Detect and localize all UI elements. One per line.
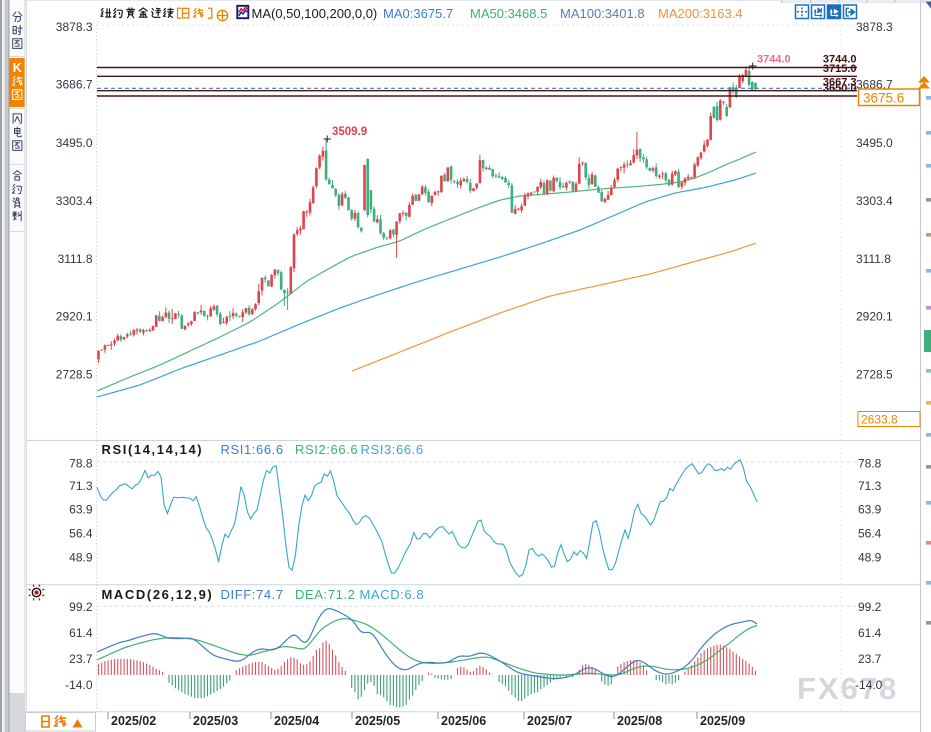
svg-text:MA(0,50,100,200,0,0): MA(0,50,100,200,0,0) <box>252 6 378 21</box>
svg-text:FX678: FX678 <box>797 671 898 706</box>
svg-text:2025/03: 2025/03 <box>193 714 238 728</box>
svg-text:DIFF:74.7: DIFF:74.7 <box>221 587 284 602</box>
svg-text:23.7: 23.7 <box>858 652 882 666</box>
svg-text:3667.3: 3667.3 <box>823 76 857 88</box>
svg-text:2728.5: 2728.5 <box>56 368 93 382</box>
svg-text:3686.7: 3686.7 <box>856 78 893 92</box>
svg-text:71.3: 71.3 <box>69 479 93 493</box>
svg-text:RSI(14,14,14): RSI(14,14,14) <box>102 442 204 457</box>
svg-text:78.8: 78.8 <box>69 457 93 471</box>
svg-text:3495.0: 3495.0 <box>856 136 893 150</box>
svg-text:3495.0: 3495.0 <box>56 136 93 150</box>
svg-text:61.4: 61.4 <box>858 626 882 640</box>
svg-text:3303.4: 3303.4 <box>856 194 893 208</box>
svg-text:3111.8: 3111.8 <box>856 252 891 266</box>
svg-text:2920.1: 2920.1 <box>56 310 93 324</box>
svg-text:2025/08: 2025/08 <box>617 714 662 728</box>
svg-text:2633.8: 2633.8 <box>861 413 898 427</box>
svg-text:MA100:3401.8: MA100:3401.8 <box>560 6 645 21</box>
svg-text:DEA:71.2: DEA:71.2 <box>295 587 355 602</box>
svg-text:2025/05: 2025/05 <box>355 714 400 728</box>
svg-text:23.7: 23.7 <box>69 652 93 666</box>
svg-text:MACD:6.8: MACD:6.8 <box>360 587 425 602</box>
svg-text:3303.4: 3303.4 <box>56 194 93 208</box>
svg-text:3715.0: 3715.0 <box>823 63 857 75</box>
svg-text:3878.3: 3878.3 <box>856 20 893 34</box>
svg-text:56.4: 56.4 <box>858 527 882 541</box>
svg-text:63.9: 63.9 <box>69 503 93 517</box>
svg-text:3878.3: 3878.3 <box>56 20 93 34</box>
svg-text:2025/06: 2025/06 <box>441 714 486 728</box>
svg-text:MA0:3675.7: MA0:3675.7 <box>383 6 453 21</box>
svg-text:K: K <box>13 61 22 75</box>
svg-text:RSI1:66.6: RSI1:66.6 <box>221 442 284 457</box>
svg-text:48.9: 48.9 <box>69 551 93 565</box>
svg-text:2025/04: 2025/04 <box>274 714 319 728</box>
svg-text:99.2: 99.2 <box>69 600 93 614</box>
svg-text:MA200:3163.4: MA200:3163.4 <box>658 6 743 21</box>
svg-text:2025/07: 2025/07 <box>527 714 572 728</box>
svg-text:48.9: 48.9 <box>858 551 882 565</box>
svg-text:-14.0: -14.0 <box>65 678 93 692</box>
svg-text:71.3: 71.3 <box>858 479 882 493</box>
svg-text:2920.1: 2920.1 <box>856 310 893 324</box>
svg-text:3675.6: 3675.6 <box>863 91 904 106</box>
svg-text:RSI3:66.6: RSI3:66.6 <box>361 442 424 457</box>
svg-text:RSI2:66.6: RSI2:66.6 <box>295 442 358 457</box>
svg-text:2728.5: 2728.5 <box>856 368 893 382</box>
svg-text:3509.9: 3509.9 <box>332 126 367 138</box>
svg-text:3111.8: 3111.8 <box>58 252 93 266</box>
svg-text:99.2: 99.2 <box>858 600 882 614</box>
svg-text:-14.0: -14.0 <box>855 678 883 692</box>
svg-text:63.9: 63.9 <box>858 503 882 517</box>
svg-text:3650.0: 3650.0 <box>823 83 857 95</box>
svg-text:3744.0: 3744.0 <box>823 53 857 65</box>
svg-text:MACD(26,12,9): MACD(26,12,9) <box>102 587 214 602</box>
svg-text:3744.0: 3744.0 <box>757 54 791 66</box>
svg-text:2025/02: 2025/02 <box>111 714 156 728</box>
svg-text:MA50:3468.5: MA50:3468.5 <box>470 6 547 21</box>
svg-text:78.8: 78.8 <box>858 457 882 471</box>
svg-text:56.4: 56.4 <box>69 527 93 541</box>
svg-text:61.4: 61.4 <box>69 626 93 640</box>
svg-text:3686.7: 3686.7 <box>56 78 93 92</box>
svg-text:2025/09: 2025/09 <box>700 714 745 728</box>
